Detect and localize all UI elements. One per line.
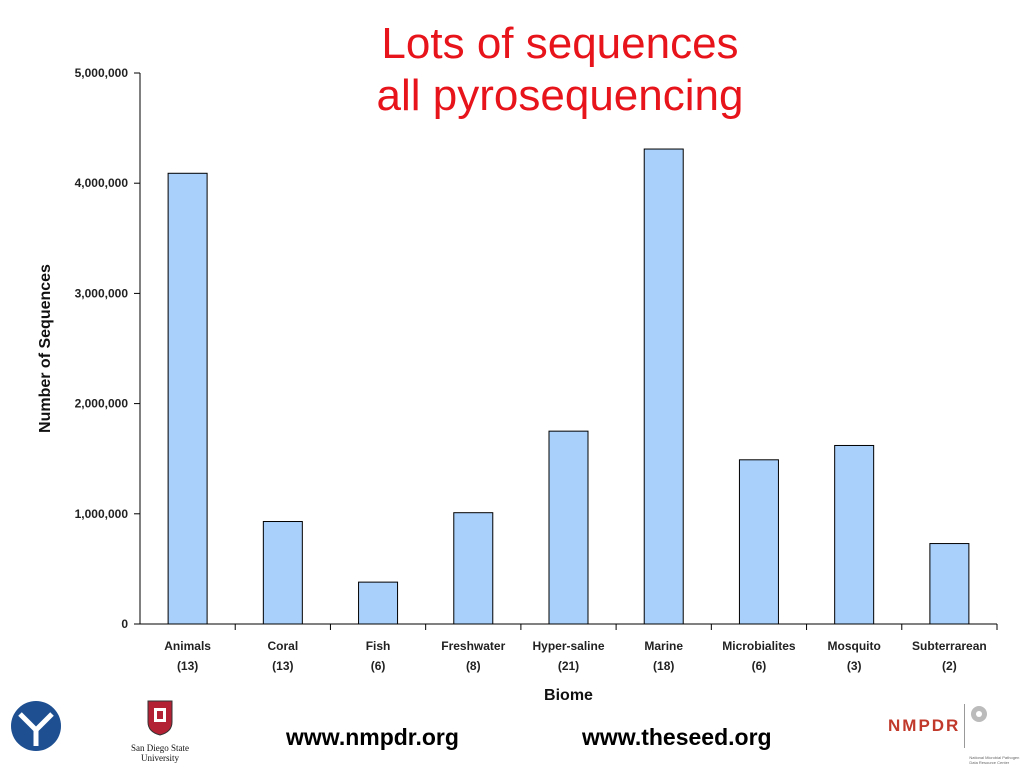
y-tick-label: 2,000,000 [75, 397, 129, 411]
nmpdr-logo-text: NMPDR [888, 716, 961, 735]
x-tick-label: Freshwater [441, 639, 505, 653]
gear-icon [971, 706, 988, 722]
bar-freshwater [453, 512, 494, 625]
title-line-1: Lots of sequences [381, 19, 739, 68]
x-tick-count-label: (13) [272, 659, 293, 673]
x-tick-count-label: (18) [653, 659, 674, 673]
x-tick-label: Marine [644, 639, 683, 653]
nmpdr-separator [964, 704, 966, 748]
sdsu-shield-icon [147, 700, 173, 736]
x-tick-count-label: (6) [371, 659, 386, 673]
nmpdr-small-text: National Microbial Pathogen Data Resourc… [969, 755, 1020, 765]
y-tick-label: 4,000,000 [75, 176, 129, 190]
x-tick-count-label: (6) [752, 659, 767, 673]
bar-chart: 0 1,000,000 2,000,000 3,000,000 4,000,000 5,0… [37, 66, 998, 700]
y-tick-label: 0 [121, 617, 128, 631]
x-tick-label: Coral [267, 639, 298, 653]
y-tick-label: 5,000,000 [75, 66, 129, 80]
y-axis-title: Number of Sequences [37, 264, 54, 433]
x-tick-label: Subterrarean [912, 639, 987, 653]
logo-left-icon [10, 700, 62, 757]
sdsu-logo: San Diego State University [118, 700, 202, 763]
x-tick-label: Hyper-saline [532, 639, 604, 653]
bar-animals [167, 172, 208, 625]
nmpdr-logo: NMPDR National Microbial Pathogen Data R… [888, 704, 1021, 765]
x-tick-count-label: (13) [177, 659, 198, 673]
x-tick-label: Fish [366, 639, 391, 653]
bar-marine [643, 148, 684, 625]
x-tick-count-label: (21) [558, 659, 579, 673]
x-tick-count-label: (2) [942, 659, 957, 673]
title-line-2: all pyrosequencing [376, 71, 744, 120]
slide-title: Lots of sequences all pyrosequencing [300, 18, 820, 122]
x-tick-label: Mosquito [828, 639, 881, 653]
bar-mosquito [834, 444, 875, 625]
bar-microbialites [738, 459, 779, 625]
bar-subterrarean [929, 543, 970, 625]
nmpdr-link[interactable]: www.nmpdr.org [286, 724, 459, 750]
x-tick-count-label: (8) [466, 659, 481, 673]
x-tick-label: Microbialites [722, 639, 796, 653]
bar-hyper-saline [548, 430, 589, 625]
theseed-link[interactable]: www.theseed.org [582, 724, 772, 750]
y-tick-label: 3,000,000 [75, 286, 129, 300]
x-tick-label: Animals [164, 639, 211, 653]
x-tick-count-label: (3) [847, 659, 862, 673]
sdsu-line-1: San Diego State [131, 743, 189, 753]
bar-coral [262, 521, 303, 625]
y-tick-label: 1,000,000 [75, 507, 129, 521]
x-axis-title: Biome [544, 687, 593, 700]
bar-fish [358, 581, 399, 625]
sdsu-line-2: University [141, 753, 179, 763]
